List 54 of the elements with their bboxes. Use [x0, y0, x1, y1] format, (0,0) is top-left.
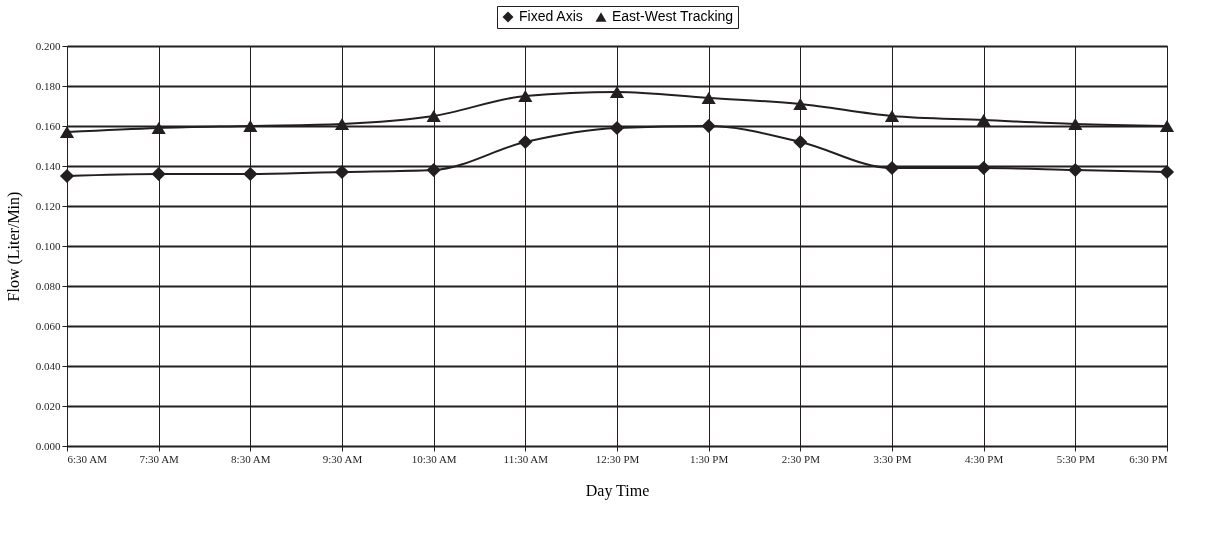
x-tick-label: 10:30 AM [411, 452, 457, 465]
x-tick-label: 7:30 AM [139, 452, 180, 465]
point [701, 118, 716, 134]
point [1159, 164, 1175, 180]
point [701, 91, 716, 105]
x-tick-label: 2:30 PM [781, 452, 821, 465]
x-tick-label: 5:30 PM [1056, 452, 1096, 465]
point [609, 85, 625, 99]
point [426, 162, 441, 178]
x-tick-label: 11:30 AM [503, 452, 549, 465]
y-tick-label: 0.060 [35, 319, 61, 332]
point [884, 109, 900, 123]
point [793, 97, 808, 111]
point [884, 160, 900, 176]
point [1068, 117, 1083, 131]
x-tick-label: 3:30 PM [873, 452, 912, 465]
x-tick-label: 9:30 AM [322, 452, 363, 465]
point [334, 117, 350, 131]
point [151, 121, 166, 135]
y-tick-label: 0.120 [35, 199, 61, 212]
y-tick-label: 0.160 [35, 119, 61, 132]
point [976, 113, 991, 127]
point [518, 89, 533, 103]
x-tick-label: 1:30 PM [690, 452, 729, 465]
y-tick-label: 0.180 [35, 79, 61, 92]
x-axis-title: Day Time [585, 481, 650, 500]
point [793, 134, 808, 150]
point [1159, 119, 1175, 133]
y-tick-label: 0.200 [35, 39, 61, 52]
y-axis-title: Flow (Liter/Min) [4, 191, 23, 302]
x-tick-label: 4:30 PM [965, 452, 1004, 465]
y-tick-label: 0.140 [35, 159, 61, 172]
x-tick-label: 6:30 AM [67, 452, 108, 465]
point [243, 166, 258, 182]
point [976, 160, 991, 176]
y-tick-label: 0.100 [35, 239, 61, 252]
point [1068, 162, 1083, 178]
point [243, 119, 258, 133]
point [426, 109, 441, 123]
legend-label: Fixed Axis [519, 8, 583, 24]
x-tick-label: 8:30 AM [231, 452, 271, 465]
x-tick-label: 6:30 PM [1129, 452, 1168, 465]
x-tick-label: 12:30 PM [595, 452, 640, 465]
point [59, 125, 75, 139]
y-tick-label: 0.080 [35, 279, 61, 292]
y-tick-label: 0.000 [35, 439, 61, 452]
point [334, 164, 350, 180]
y-tick-label: 0.040 [35, 359, 61, 372]
y-tick-label: 0.020 [35, 399, 61, 412]
point [151, 166, 166, 182]
point [609, 120, 625, 136]
point [518, 134, 533, 150]
point [59, 168, 75, 184]
legend-label: East-West Tracking [612, 8, 734, 24]
